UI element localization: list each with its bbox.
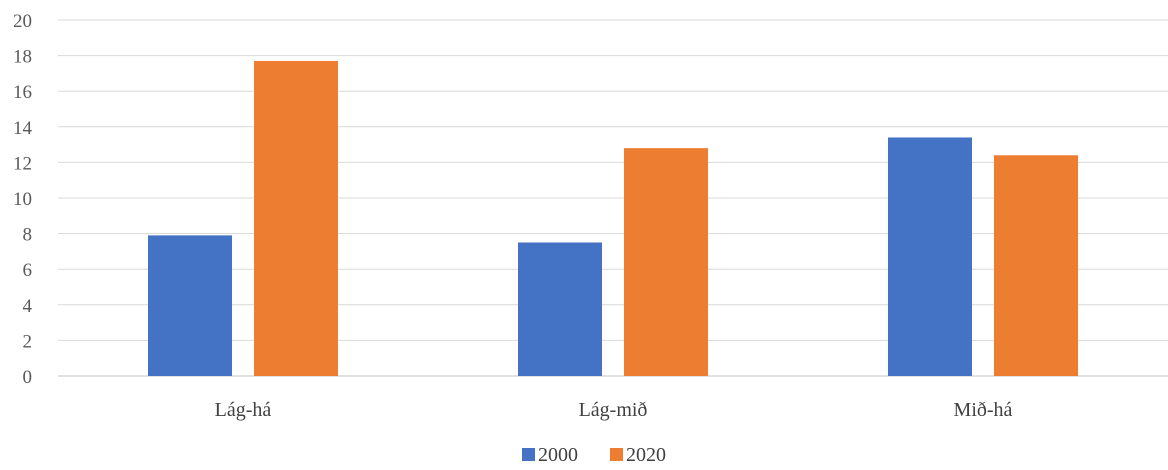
legend-label: 2000 bbox=[538, 444, 578, 466]
gridlines bbox=[58, 19, 1168, 377]
y-tick-label: 12 bbox=[13, 153, 32, 174]
legend-label: 2020 bbox=[626, 444, 666, 466]
bar-2000-2 bbox=[888, 137, 972, 376]
y-tick-label: 4 bbox=[23, 296, 33, 317]
legend-swatch-2020 bbox=[610, 448, 623, 461]
y-tick-label: 0 bbox=[23, 367, 33, 388]
y-tick-label: 16 bbox=[13, 82, 32, 103]
bar-2020-0 bbox=[254, 60, 338, 376]
legend-swatch-2000 bbox=[522, 448, 535, 461]
bar-2020-1 bbox=[624, 148, 708, 376]
bar-2000-1 bbox=[518, 242, 602, 376]
legend: 2000 2020 bbox=[522, 444, 666, 466]
y-tick-label: 8 bbox=[23, 225, 33, 246]
x-axis-category-labels: Lág-há Lág-mið Mið-há bbox=[215, 399, 1013, 421]
x-category-label: Lág-mið bbox=[579, 399, 648, 421]
y-tick-label: 20 bbox=[13, 11, 32, 32]
x-category-label: Mið-há bbox=[954, 399, 1013, 421]
y-axis-tick-labels: 0 2 4 6 8 10 12 14 16 18 20 bbox=[13, 11, 33, 388]
x-category-label: Lág-há bbox=[215, 399, 272, 421]
bars bbox=[148, 60, 1078, 376]
y-tick-label: 14 bbox=[13, 118, 33, 139]
y-tick-label: 2 bbox=[23, 331, 33, 352]
y-tick-label: 10 bbox=[13, 189, 32, 210]
bar-2000-0 bbox=[148, 235, 232, 376]
bar-2020-2 bbox=[994, 155, 1078, 376]
y-tick-label: 6 bbox=[23, 260, 33, 281]
y-tick-label: 18 bbox=[13, 47, 32, 68]
